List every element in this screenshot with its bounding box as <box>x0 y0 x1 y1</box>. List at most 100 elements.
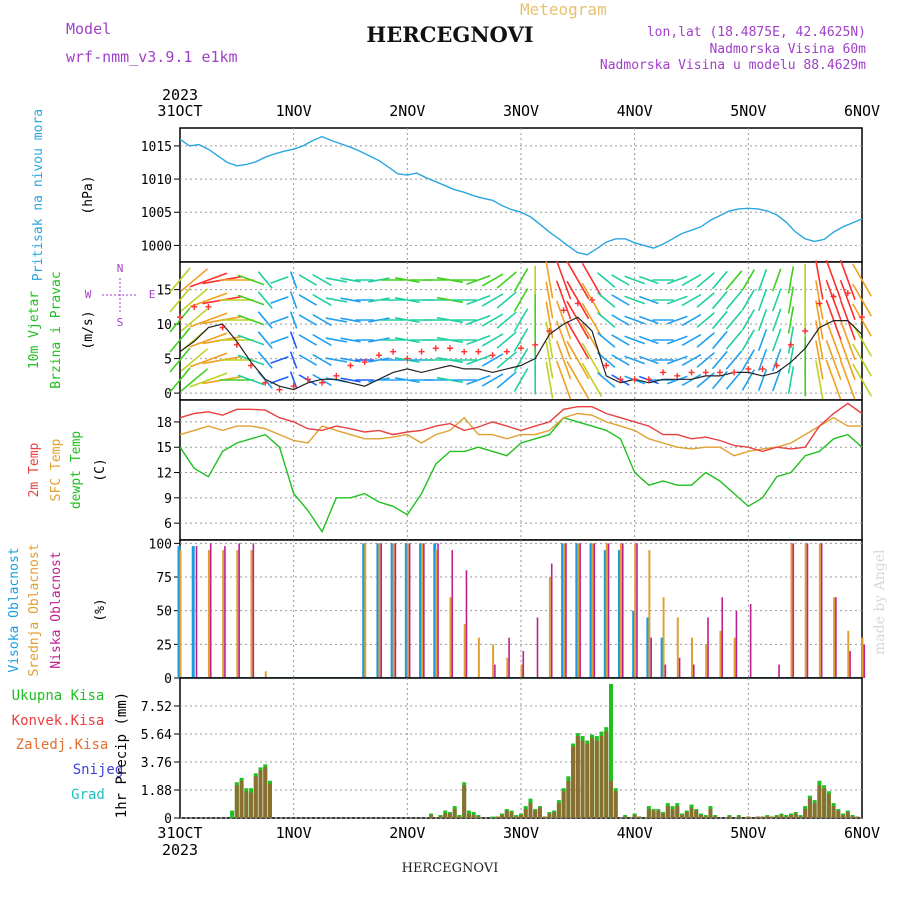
wind-arrow <box>787 366 795 394</box>
wind-arrow <box>466 375 491 385</box>
wind-arrow <box>237 354 265 366</box>
wind-arrow <box>852 283 872 317</box>
cloud-low-bar <box>849 651 851 678</box>
x-year-label-top: 2023 <box>162 86 198 104</box>
wind-arrow <box>772 288 782 312</box>
wind-arrow <box>545 261 554 299</box>
clouds-ytick-label: 50 <box>156 605 172 620</box>
wind-arrow <box>611 274 630 286</box>
wind-arrow <box>298 294 317 306</box>
cloud-high-bar <box>589 543 593 678</box>
precip-convective-bar <box>604 731 609 818</box>
cloud-mid-bar <box>790 543 793 678</box>
precip-convective-bar <box>661 813 666 818</box>
cloud-mid-bar <box>463 624 466 678</box>
wind-arrow <box>758 349 768 371</box>
wind-arrow <box>815 300 824 340</box>
precip-convective-bar <box>457 816 462 818</box>
wind-gust-marker <box>518 345 524 352</box>
cloud-mid-bar <box>449 597 452 678</box>
wind-arrow <box>180 288 208 312</box>
wind-gust-marker <box>603 362 610 369</box>
wind-arrow <box>825 319 842 361</box>
wind-gust-marker <box>347 362 354 369</box>
cloud-mid-bar <box>435 550 438 678</box>
wind-arrow <box>545 341 554 379</box>
x-day-label-bottom: 5NOV <box>730 824 766 842</box>
wind-arrow <box>815 340 824 380</box>
wind-arrow <box>696 292 715 308</box>
cloud-mid-bar <box>222 550 225 678</box>
cloud-low-bar <box>508 637 510 678</box>
made-by-watermark: made by Angel <box>872 549 888 656</box>
wind-gust-marker <box>716 369 723 376</box>
wind-arrow <box>681 354 702 366</box>
precip-convective-bar <box>788 815 793 818</box>
wind-speed-line <box>179 316 863 391</box>
wind-arrow <box>340 277 361 283</box>
wind-arrow <box>368 297 390 303</box>
precip-ytick-label: 3.76 <box>141 756 172 771</box>
cloud-low-bar <box>579 543 581 678</box>
cloud-mid-bar <box>861 637 864 678</box>
precip-convective-bar <box>684 812 689 818</box>
precip-convective-bar <box>855 816 860 818</box>
wind-gust-marker <box>233 341 240 348</box>
wind-gust-marker <box>248 362 255 369</box>
cloud-high-bar <box>632 610 636 678</box>
wind-arrow <box>666 355 688 365</box>
cloud-mid-bar <box>804 543 807 678</box>
precip-convective-bar <box>826 794 831 818</box>
cloud-low-bar <box>593 543 596 678</box>
wind-gust-marker <box>177 314 183 321</box>
precip-total-bar <box>608 683 613 818</box>
wind-arrow <box>513 308 529 332</box>
temp2m-axis-label: 2m Temp <box>27 442 42 497</box>
wind-arrow <box>257 271 273 289</box>
cloud-mid-bar <box>364 543 367 678</box>
wind-arrow <box>741 349 755 371</box>
cloud-mid-bar <box>492 644 495 678</box>
temperature-ytick-label: 12 <box>156 467 172 482</box>
wind-arrow <box>513 268 529 292</box>
wind-arrow <box>581 263 603 297</box>
precip-convective-bar <box>267 783 272 818</box>
wind-arrow <box>581 303 603 337</box>
x-day-label-bottom: 1NOV <box>276 824 312 842</box>
wind-gust-marker <box>262 379 269 386</box>
wind-arrow <box>639 295 659 305</box>
wind-arrow <box>298 334 317 346</box>
wind-arrow <box>566 280 590 320</box>
wind-gust-marker <box>333 372 340 379</box>
wind-arrow <box>566 320 590 360</box>
elevation: Nadmorska Visina 60m <box>709 42 866 57</box>
cloud-mid-bar <box>691 637 693 678</box>
precip-convective-bar <box>784 816 789 818</box>
pressure-series-line <box>179 135 863 256</box>
wind-arrow <box>312 274 332 286</box>
x-day-label-top: 31OCT <box>157 102 202 120</box>
precip-convective-bar <box>670 809 675 818</box>
precip-convective-bar <box>637 816 642 818</box>
precip-convective-bar <box>244 791 249 818</box>
precip-convective-bar <box>713 816 718 818</box>
footer-station: HERCEGNOVI <box>401 861 499 876</box>
cloud-low-bar <box>707 617 709 678</box>
wind-gust-marker <box>404 355 411 362</box>
cloud-mid-bar <box>634 543 637 678</box>
wind-arrow <box>712 270 728 290</box>
precip-convective-bar <box>831 806 836 818</box>
wind-arrow <box>496 331 517 349</box>
wind-arrow <box>712 290 728 310</box>
wind-arrow <box>825 359 842 401</box>
cloud-mid-bar <box>392 543 395 678</box>
model-label: Model <box>66 20 112 38</box>
wind-arrow <box>545 321 554 359</box>
precip-convective-bar <box>509 812 514 818</box>
wind-gust-marker <box>191 303 198 310</box>
cloud-high-bar <box>376 543 380 678</box>
precip-convective-bar <box>547 813 552 818</box>
temperature-ytick-label: 15 <box>156 441 172 456</box>
clouds-ytick-label: 100 <box>149 537 172 552</box>
x-year-label-bottom: 2023 <box>162 841 198 859</box>
